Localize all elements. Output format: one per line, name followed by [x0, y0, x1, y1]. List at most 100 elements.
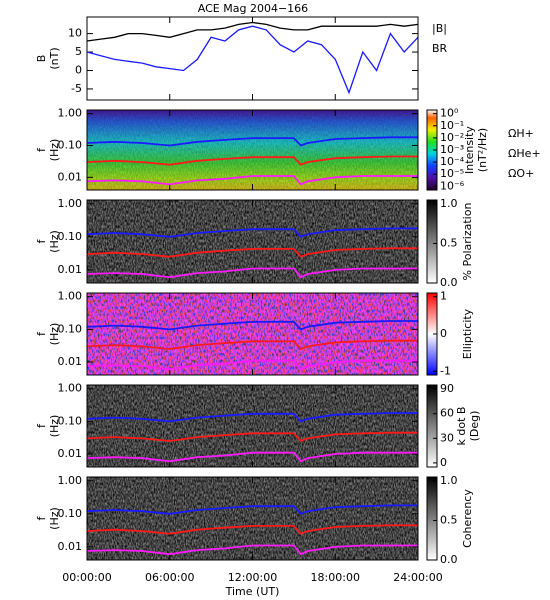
y-axis-label: f — [35, 331, 48, 336]
y-tick-label: 0 — [75, 63, 82, 76]
y-axis-label: (nT) — [48, 47, 61, 69]
legend-label: ΩH+ — [508, 127, 534, 140]
y-tick-label: 0.01 — [58, 355, 83, 368]
y-tick-label: 0.01 — [58, 263, 83, 276]
y-tick-label: 5 — [75, 45, 82, 58]
legend-label: ΩHe+ — [508, 147, 541, 160]
x-tick-label: 06:00:00 — [145, 571, 194, 584]
colorbar-tick-label: 0.5 — [440, 236, 458, 249]
legend-label: BR — [432, 42, 448, 55]
colorbar-label: Coherency — [461, 489, 474, 548]
y-tick-label: 0.10 — [58, 322, 83, 335]
y-axis-label: (Hz) — [48, 415, 61, 438]
colorbar-tick-label: 0.0 — [440, 276, 458, 289]
series-line — [86, 544, 418, 556]
colorbar-tick-label: 1.0 — [440, 197, 458, 210]
y-tick-label: -5 — [71, 82, 82, 95]
plot-frame — [86, 384, 419, 468]
y-tick-label: 1.00 — [58, 107, 83, 120]
colorbar-tick-label: 10⁻⁴ — [440, 155, 465, 168]
spectrogram-texture — [87, 200, 418, 283]
colorbar-tick-label: 0.0 — [440, 553, 458, 566]
legend-label: |B| — [432, 22, 447, 35]
colorbar-tick-label: 10⁻⁶ — [440, 179, 465, 192]
series-line — [86, 451, 418, 463]
colorbar-label: Ellipticity — [461, 308, 474, 359]
series-line — [86, 175, 418, 186]
x-tick-label: 24:00:00 — [393, 571, 442, 584]
series-line — [86, 524, 418, 535]
colorbar — [426, 476, 438, 561]
colorbar-tick-label: 0.5 — [440, 513, 458, 526]
chart-title: ACE Mag 2004−166 — [198, 2, 308, 15]
series-line — [86, 431, 418, 443]
colorbar-label: k dot B — [455, 407, 468, 446]
series-line — [86, 136, 418, 147]
y-axis-label: f — [35, 147, 48, 152]
y-tick-label: 1.00 — [58, 382, 83, 395]
y-axis-label: (Hz) — [48, 507, 61, 530]
colorbar-tick-label: 10⁻¹ — [440, 119, 464, 132]
y-axis-label: (Hz) — [48, 230, 61, 253]
colorbar-label: Intensity — [463, 126, 476, 174]
y-tick-label: 0.10 — [58, 507, 83, 520]
colorbar-tick-label: 10⁻³ — [440, 143, 464, 156]
plot-frame — [86, 476, 419, 561]
y-tick-label: 0.10 — [58, 230, 83, 243]
legend-label: ΩO+ — [508, 167, 534, 180]
colorbar-tick-label: -1 — [440, 364, 451, 377]
colorbar-label: (nT²/Hz) — [476, 128, 489, 172]
colorbar-tick-label: 60 — [440, 407, 454, 420]
colorbar-tick-label: 10⁻⁵ — [440, 167, 464, 180]
colorbar — [426, 384, 438, 468]
y-axis-label: f — [35, 515, 48, 520]
colorbar-tick-label: 30 — [440, 431, 454, 444]
colorbar-label: (Deg) — [468, 411, 481, 442]
y-tick-label: 1.00 — [58, 290, 83, 303]
colorbar-tick-label: 1.0 — [440, 474, 458, 487]
spectrogram-texture — [87, 385, 418, 467]
colorbar-tick-label: 0 — [440, 327, 447, 340]
series-line — [86, 339, 418, 351]
x-tick-label: 18:00:00 — [311, 571, 360, 584]
y-tick-label: 0.01 — [58, 447, 83, 460]
colorbar-tick-label: 10⁻² — [440, 131, 464, 144]
plot-frame — [86, 292, 419, 376]
x-axis-label: Time (UT) — [225, 585, 280, 598]
series-line — [86, 504, 418, 515]
plot-frame — [86, 16, 419, 101]
series-line — [86, 155, 418, 166]
series-line — [86, 267, 418, 279]
series-line — [86, 247, 418, 258]
series-line — [86, 359, 418, 371]
y-tick-label: 0.01 — [58, 540, 83, 553]
series-line — [86, 227, 418, 238]
series-line — [86, 21, 419, 42]
y-tick-label: 1.00 — [58, 197, 83, 210]
colorbar-tick-label: 0 — [440, 456, 447, 469]
y-axis-label: f — [35, 238, 48, 243]
y-tick-label: 0.01 — [58, 170, 83, 183]
plot-frame — [86, 109, 419, 191]
y-tick-label: 0.10 — [58, 138, 83, 151]
colorbar-tick-label: 90 — [440, 382, 454, 395]
series-line — [86, 412, 418, 423]
y-axis-label: (Hz) — [48, 139, 61, 162]
y-tick-label: 10 — [68, 27, 82, 40]
y-tick-label: 0.10 — [58, 414, 83, 427]
spectrogram-texture — [87, 477, 418, 560]
y-axis-label: f — [35, 423, 48, 428]
spectrogram-texture — [87, 110, 418, 190]
y-tick-label: 1.00 — [58, 474, 83, 487]
colorbar — [426, 199, 438, 284]
y-axis-label: (Hz) — [48, 323, 61, 346]
colorbar-tick-label: 10⁰ — [440, 107, 459, 120]
y-axis-label: B — [35, 55, 48, 63]
series-line — [86, 320, 418, 331]
series-line — [86, 25, 419, 95]
spectrogram-texture — [87, 293, 418, 375]
x-tick-label: 00:00:00 — [62, 571, 111, 584]
colorbar-tick-label: 1 — [440, 290, 447, 303]
plot-frame — [86, 199, 419, 284]
